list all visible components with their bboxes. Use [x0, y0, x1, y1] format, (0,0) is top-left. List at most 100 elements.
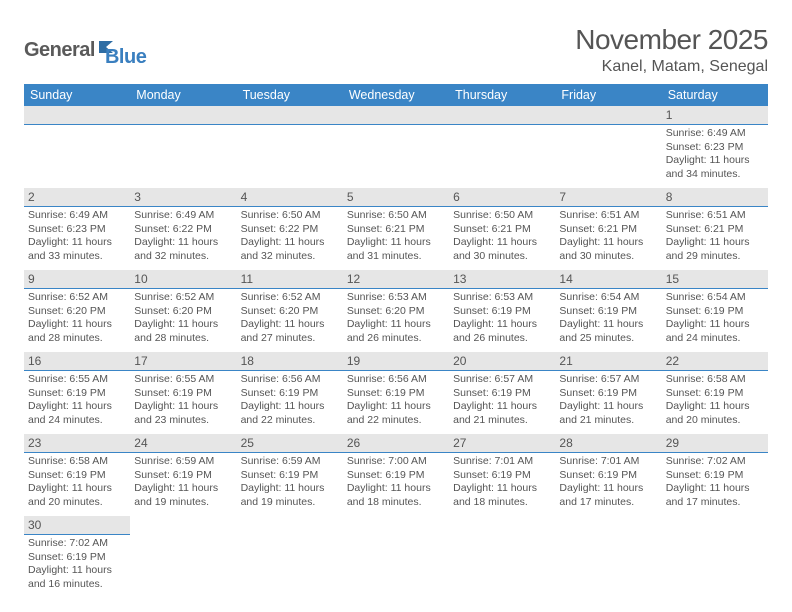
day-number: 23	[24, 434, 130, 453]
calendar-cell: 3Sunrise: 6:49 AMSunset: 6:22 PMDaylight…	[130, 188, 236, 270]
daylight-text: Daylight: 11 hours	[28, 400, 126, 414]
calendar-cell: 9Sunrise: 6:52 AMSunset: 6:20 PMDaylight…	[24, 270, 130, 352]
daylight-text: and 28 minutes.	[134, 332, 232, 346]
day-details: Sunrise: 6:54 AMSunset: 6:19 PMDaylight:…	[662, 289, 768, 350]
sunrise-text: Sunrise: 6:56 AM	[241, 373, 339, 387]
daylight-text: and 24 minutes.	[28, 414, 126, 428]
day-number	[130, 516, 236, 534]
daylight-text: and 26 minutes.	[453, 332, 551, 346]
calendar-cell: 20Sunrise: 6:57 AMSunset: 6:19 PMDayligh…	[449, 352, 555, 434]
daylight-text: Daylight: 11 hours	[559, 236, 657, 250]
day-number: 7	[555, 188, 661, 207]
sunrise-text: Sunrise: 6:54 AM	[559, 291, 657, 305]
daylight-text: and 19 minutes.	[241, 496, 339, 510]
day-number: 12	[343, 270, 449, 289]
calendar-cell: 15Sunrise: 6:54 AMSunset: 6:19 PMDayligh…	[662, 270, 768, 352]
sunrise-text: Sunrise: 6:50 AM	[453, 209, 551, 223]
day-number	[24, 106, 130, 125]
daylight-text: and 20 minutes.	[28, 496, 126, 510]
day-number: 27	[449, 434, 555, 453]
day-number: 20	[449, 352, 555, 371]
sunset-text: Sunset: 6:22 PM	[241, 223, 339, 237]
day-details: Sunrise: 7:00 AMSunset: 6:19 PMDaylight:…	[343, 453, 449, 514]
day-number: 29	[662, 434, 768, 453]
day-number: 21	[555, 352, 661, 371]
sunset-text: Sunset: 6:19 PM	[666, 387, 764, 401]
daylight-text: Daylight: 11 hours	[666, 318, 764, 332]
calendar-cell: 21Sunrise: 6:57 AMSunset: 6:19 PMDayligh…	[555, 352, 661, 434]
calendar-cell: 7Sunrise: 6:51 AMSunset: 6:21 PMDaylight…	[555, 188, 661, 270]
daylight-text: Daylight: 11 hours	[453, 400, 551, 414]
sunrise-text: Sunrise: 6:54 AM	[666, 291, 764, 305]
day-number: 1	[662, 106, 768, 125]
calendar-row: 16Sunrise: 6:55 AMSunset: 6:19 PMDayligh…	[24, 352, 768, 434]
daylight-text: and 29 minutes.	[666, 250, 764, 264]
page-title: November 2025	[575, 24, 768, 56]
daylight-text: and 32 minutes.	[241, 250, 339, 264]
daylight-text: Daylight: 11 hours	[241, 482, 339, 496]
sunset-text: Sunset: 6:20 PM	[28, 305, 126, 319]
daylight-text: Daylight: 11 hours	[28, 236, 126, 250]
daylight-text: and 18 minutes.	[453, 496, 551, 510]
calendar-cell: 27Sunrise: 7:01 AMSunset: 6:19 PMDayligh…	[449, 434, 555, 516]
sunrise-text: Sunrise: 6:52 AM	[134, 291, 232, 305]
daylight-text: and 17 minutes.	[666, 496, 764, 510]
sunset-text: Sunset: 6:19 PM	[559, 305, 657, 319]
day-number	[130, 106, 236, 125]
day-details: Sunrise: 6:56 AMSunset: 6:19 PMDaylight:…	[237, 371, 343, 432]
daylight-text: Daylight: 11 hours	[241, 400, 339, 414]
day-number: 24	[130, 434, 236, 453]
sunset-text: Sunset: 6:19 PM	[134, 469, 232, 483]
calendar-row: 23Sunrise: 6:58 AMSunset: 6:19 PMDayligh…	[24, 434, 768, 516]
day-details: Sunrise: 6:49 AMSunset: 6:23 PMDaylight:…	[662, 125, 768, 186]
sunset-text: Sunset: 6:19 PM	[134, 387, 232, 401]
day-number: 17	[130, 352, 236, 371]
day-number	[662, 516, 768, 534]
calendar-cell: 11Sunrise: 6:52 AMSunset: 6:20 PMDayligh…	[237, 270, 343, 352]
daylight-text: Daylight: 11 hours	[453, 318, 551, 332]
daylight-text: Daylight: 11 hours	[134, 236, 232, 250]
sunrise-text: Sunrise: 6:50 AM	[347, 209, 445, 223]
calendar-cell	[662, 516, 768, 598]
calendar-cell: 28Sunrise: 7:01 AMSunset: 6:19 PMDayligh…	[555, 434, 661, 516]
daylight-text: and 22 minutes.	[347, 414, 445, 428]
day-details: Sunrise: 6:51 AMSunset: 6:21 PMDaylight:…	[555, 207, 661, 268]
daylight-text: Daylight: 11 hours	[347, 482, 445, 496]
daylight-text: Daylight: 11 hours	[347, 318, 445, 332]
day-details: Sunrise: 6:57 AMSunset: 6:19 PMDaylight:…	[449, 371, 555, 432]
calendar-body: 1Sunrise: 6:49 AMSunset: 6:23 PMDaylight…	[24, 106, 768, 598]
calendar-cell	[343, 106, 449, 188]
day-number: 28	[555, 434, 661, 453]
sunset-text: Sunset: 6:19 PM	[559, 469, 657, 483]
calendar-cell: 17Sunrise: 6:55 AMSunset: 6:19 PMDayligh…	[130, 352, 236, 434]
day-number: 9	[24, 270, 130, 289]
daylight-text: and 22 minutes.	[241, 414, 339, 428]
day-details: Sunrise: 6:51 AMSunset: 6:21 PMDaylight:…	[662, 207, 768, 268]
sunrise-text: Sunrise: 6:58 AM	[666, 373, 764, 387]
day-details: Sunrise: 6:58 AMSunset: 6:19 PMDaylight:…	[24, 453, 130, 514]
sunset-text: Sunset: 6:23 PM	[666, 141, 764, 155]
calendar-cell	[449, 516, 555, 598]
sunset-text: Sunset: 6:19 PM	[453, 305, 551, 319]
day-details: Sunrise: 6:49 AMSunset: 6:22 PMDaylight:…	[130, 207, 236, 268]
sunrise-text: Sunrise: 6:52 AM	[28, 291, 126, 305]
calendar-cell: 5Sunrise: 6:50 AMSunset: 6:21 PMDaylight…	[343, 188, 449, 270]
sunrise-text: Sunrise: 6:57 AM	[453, 373, 551, 387]
calendar-cell	[449, 106, 555, 188]
calendar-cell: 25Sunrise: 6:59 AMSunset: 6:19 PMDayligh…	[237, 434, 343, 516]
day-details: Sunrise: 6:52 AMSunset: 6:20 PMDaylight:…	[237, 289, 343, 350]
daylight-text: and 20 minutes.	[666, 414, 764, 428]
title-block: November 2025 Kanel, Matam, Senegal	[575, 24, 768, 76]
sunrise-text: Sunrise: 7:02 AM	[666, 455, 764, 469]
weekday-thursday: Thursday	[449, 84, 555, 106]
calendar-row: 1Sunrise: 6:49 AMSunset: 6:23 PMDaylight…	[24, 106, 768, 188]
calendar-cell	[343, 516, 449, 598]
daylight-text: Daylight: 11 hours	[559, 400, 657, 414]
sunset-text: Sunset: 6:21 PM	[559, 223, 657, 237]
day-number: 15	[662, 270, 768, 289]
calendar-cell	[130, 106, 236, 188]
daylight-text: and 19 minutes.	[134, 496, 232, 510]
sunrise-text: Sunrise: 6:53 AM	[347, 291, 445, 305]
logo-text-blue: Blue	[105, 32, 146, 69]
calendar-cell: 12Sunrise: 6:53 AMSunset: 6:20 PMDayligh…	[343, 270, 449, 352]
